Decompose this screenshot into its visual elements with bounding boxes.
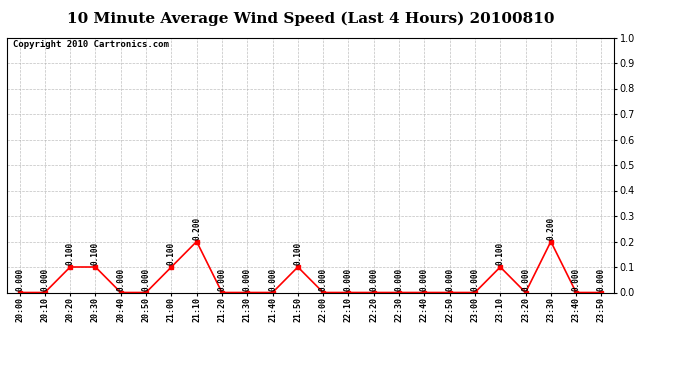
Text: 0.000: 0.000 — [471, 268, 480, 291]
Text: 0.200: 0.200 — [546, 217, 555, 240]
Text: 10 Minute Average Wind Speed (Last 4 Hours) 20100810: 10 Minute Average Wind Speed (Last 4 Hou… — [67, 11, 554, 26]
Text: 0.000: 0.000 — [597, 268, 606, 291]
Text: 0.000: 0.000 — [420, 268, 429, 291]
Text: 0.100: 0.100 — [167, 242, 176, 266]
Text: 0.000: 0.000 — [369, 268, 378, 291]
Text: 0.000: 0.000 — [141, 268, 150, 291]
Text: 0.100: 0.100 — [495, 242, 505, 266]
Text: 0.000: 0.000 — [344, 268, 353, 291]
Text: 0.000: 0.000 — [395, 268, 404, 291]
Text: 0.000: 0.000 — [521, 268, 530, 291]
Text: 0.100: 0.100 — [66, 242, 75, 266]
Text: 0.100: 0.100 — [293, 242, 302, 266]
Text: 0.000: 0.000 — [445, 268, 454, 291]
Text: 0.000: 0.000 — [268, 268, 277, 291]
Text: 0.000: 0.000 — [15, 268, 24, 291]
Text: Copyright 2010 Cartronics.com: Copyright 2010 Cartronics.com — [13, 40, 169, 49]
Text: 0.000: 0.000 — [571, 268, 581, 291]
Text: 0.000: 0.000 — [243, 268, 252, 291]
Text: 0.100: 0.100 — [91, 242, 100, 266]
Text: 0.000: 0.000 — [116, 268, 126, 291]
Text: 0.000: 0.000 — [319, 268, 328, 291]
Text: 0.200: 0.200 — [192, 217, 201, 240]
Text: 0.000: 0.000 — [217, 268, 226, 291]
Text: 0.000: 0.000 — [40, 268, 50, 291]
